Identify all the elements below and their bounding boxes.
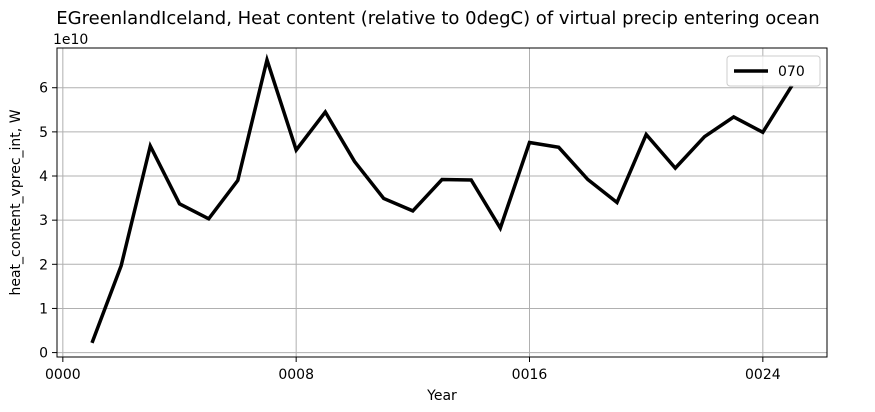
x-tick-label: 0000 (45, 367, 81, 383)
y-axis-offset-label: 1e10 (53, 32, 88, 48)
y-tick-label: 0 (39, 346, 48, 362)
x-tick-label: 0024 (745, 367, 781, 383)
y-tick-label: 3 (39, 213, 48, 229)
series-line (90, 53, 794, 344)
axis-ticks: 0000 0008 0016 0024 0 1 2 3 4 5 6 (39, 81, 781, 383)
legend: 070 (726, 55, 821, 87)
y-tick-label: 1 (39, 301, 48, 317)
plot-frame (56, 47, 828, 358)
legend-label: 070 (778, 64, 805, 80)
chart-title: EGreenlandIceland, Heat content (relativ… (56, 8, 819, 29)
x-tick-label: 0008 (278, 367, 314, 383)
grid-lines (57, 48, 827, 357)
y-tick-label: 6 (39, 81, 48, 97)
legend-box (726, 55, 821, 87)
x-axis-label: Year (426, 388, 457, 404)
y-axis-label: heat_content_vprec_int, W (8, 109, 24, 295)
x-tick-label: 0016 (512, 367, 548, 383)
y-tick-label: 5 (39, 125, 48, 141)
y-tick-label: 4 (39, 169, 48, 185)
series-layer (90, 53, 794, 344)
y-tick-label: 2 (39, 257, 48, 273)
